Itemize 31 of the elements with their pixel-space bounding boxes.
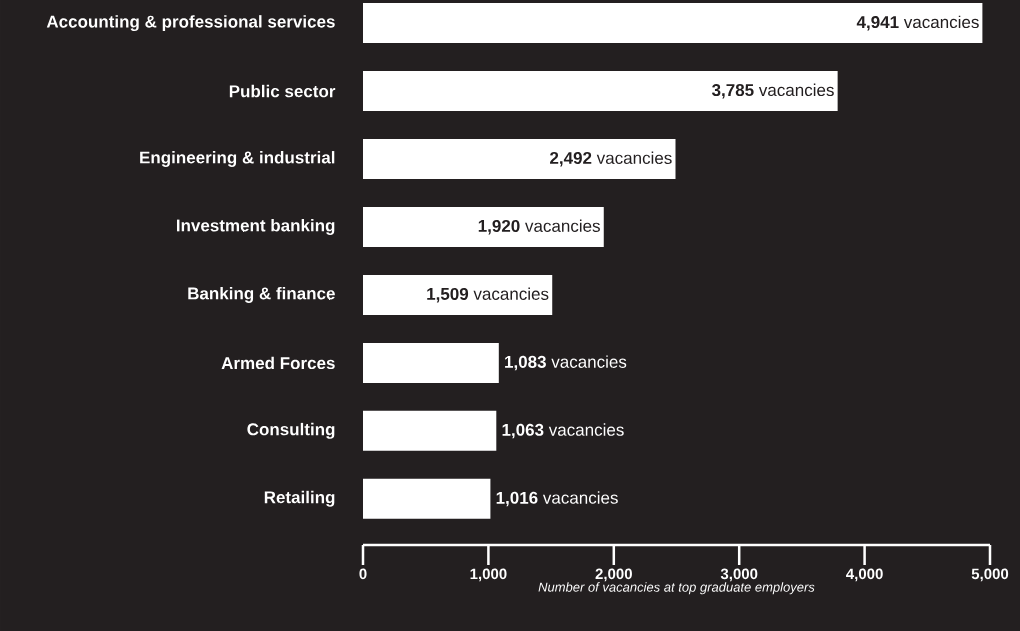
x-tick-label: 5,000	[971, 568, 1009, 582]
data-label: 1,016 vacancies	[496, 491, 618, 507]
data-label: 3,785 vacancies	[711, 83, 834, 99]
bar	[363, 139, 676, 180]
bar	[363, 3, 983, 44]
bar	[363, 71, 838, 112]
data-label: 4,941 vacancies	[856, 15, 979, 31]
x-tick-label: 3,000	[720, 568, 758, 582]
y-tick-label: Retailing	[264, 490, 335, 507]
x-tick-label: 4,000	[846, 568, 883, 582]
bar	[363, 478, 491, 519]
bar	[363, 206, 604, 247]
y-tick-label: Investment banking	[176, 219, 335, 235]
data-label: 1,083 vacancies	[505, 355, 627, 371]
data-label: 1,509 vacancies	[427, 287, 549, 303]
bar	[363, 410, 497, 451]
data-label: 2,492 vacancies	[550, 151, 672, 167]
y-tick-label: Accounting & professional services	[46, 15, 335, 32]
y-tick-label: Public sector	[229, 84, 336, 98]
y-tick-label: Consulting	[247, 422, 335, 439]
y-tick-label: Engineering & industrial	[140, 151, 335, 167]
x-tick-label: 2,000	[595, 568, 632, 582]
y-tick-label: Armed Forces	[221, 356, 335, 370]
x-axis-title: Number of vacancies at top graduate employers	[538, 582, 815, 595]
bar	[363, 274, 553, 315]
x-tick-label: 0	[359, 568, 367, 580]
data-label: 1,920 vacancies	[478, 219, 600, 235]
y-tick-label: Banking & finance	[188, 286, 335, 303]
bar	[363, 342, 499, 383]
x-tick-label: 1,000	[470, 568, 507, 582]
data-label: 1,063 vacancies	[502, 423, 624, 439]
